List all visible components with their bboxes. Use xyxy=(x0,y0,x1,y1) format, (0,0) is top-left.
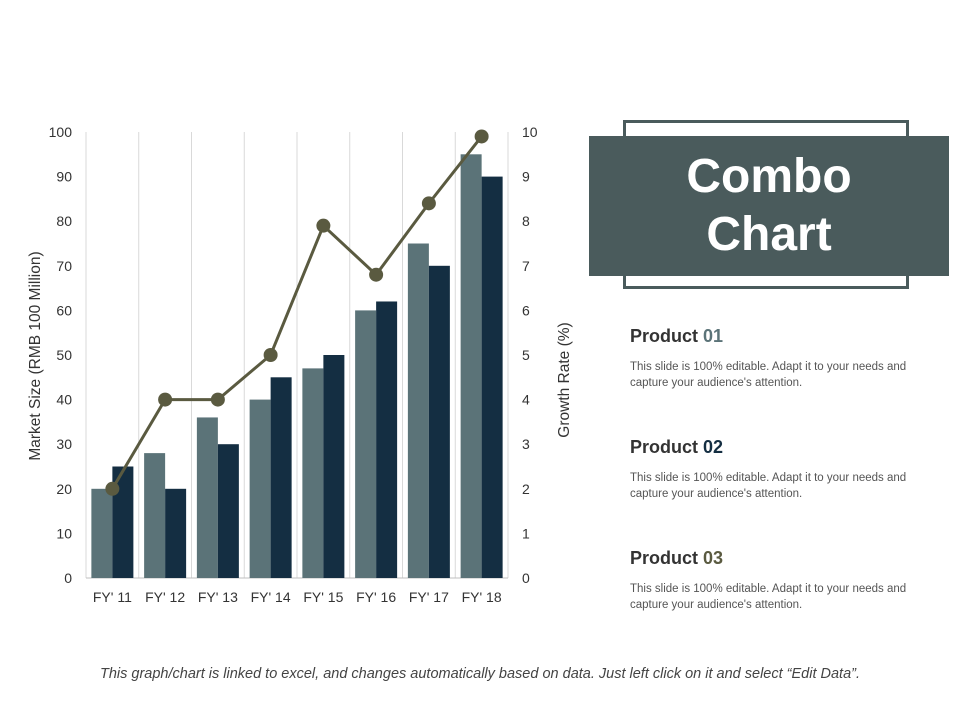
growth-rate-point xyxy=(263,348,278,362)
y-tick-label: 20 xyxy=(56,481,72,497)
y2-tick-label: 10 xyxy=(522,124,538,140)
product-1: Product 01 This slide is 100% editable. … xyxy=(630,326,930,391)
growth-rate-line xyxy=(111,135,483,490)
y-tick-label: 10 xyxy=(56,525,72,541)
product-1-title: Product 01 xyxy=(630,326,930,347)
y-tick-label: 0 xyxy=(64,570,72,586)
product-3: Product 03 This slide is 100% editable. … xyxy=(630,548,930,613)
y-tick-label: 40 xyxy=(56,392,72,408)
bar xyxy=(144,453,166,578)
product-2-name: Product xyxy=(630,437,699,457)
y2-axis-title: Growth Rate (%) xyxy=(556,322,573,437)
x-tick-label: FY' 11 xyxy=(93,589,132,605)
y2-tick-label: 6 xyxy=(522,302,530,318)
bar xyxy=(112,466,134,578)
combo-chart: 0 10 20 30 40 50 60 70 80 90 100 0 1 2 3 4 5 6 7 8 9 10 Market… xyxy=(27,124,573,605)
bar xyxy=(407,243,429,578)
x-tick-label: FY' 13 xyxy=(198,589,238,605)
bar xyxy=(376,301,398,578)
y-tick-label: 90 xyxy=(56,169,72,185)
title-line-2: Chart xyxy=(706,208,832,261)
y2-tick-label: 5 xyxy=(522,347,530,363)
bar xyxy=(428,265,450,578)
product-1-desc: This slide is 100% editable. Adapt it to… xyxy=(630,361,907,389)
bar xyxy=(460,154,482,579)
y-axis-title: Market Size (RMB 100 Million) xyxy=(27,251,44,460)
y-tick-label: 70 xyxy=(56,258,72,274)
y-tick-label: 30 xyxy=(56,436,72,452)
growth-rate-point xyxy=(369,267,384,282)
growth-rate-point xyxy=(421,196,436,211)
bar xyxy=(217,444,239,578)
y2-tick-label: 7 xyxy=(522,258,530,274)
bar xyxy=(249,399,271,578)
product-2-title: Product 02 xyxy=(630,437,930,458)
product-2-desc: This slide is 100% editable. Adapt it to… xyxy=(630,472,907,500)
y2-tick-label: 3 xyxy=(522,436,530,452)
x-tick-label: FY' 17 xyxy=(409,589,449,605)
y-tick-label: 60 xyxy=(56,302,72,318)
growth-rate-point xyxy=(210,392,225,407)
product-3-title: Product 03 xyxy=(630,548,930,569)
bar xyxy=(481,176,503,578)
bar xyxy=(196,417,218,578)
bar xyxy=(355,310,377,578)
growth-rate-point xyxy=(316,218,331,233)
title-line-1: Combo xyxy=(686,150,852,203)
growth-rate-point xyxy=(105,481,120,496)
bar xyxy=(302,368,324,578)
bar xyxy=(165,488,187,578)
x-tick-label: FY' 15 xyxy=(303,589,343,605)
y2-tick-label: 8 xyxy=(522,213,530,229)
product-1-number: 01 xyxy=(703,326,724,346)
bar xyxy=(91,488,113,578)
footer-note: This graph/chart is linked to excel, and… xyxy=(99,666,861,682)
product-2: Product 02 This slide is 100% editable. … xyxy=(630,437,930,502)
x-tick-label: FY' 12 xyxy=(145,589,185,605)
title-box: Combo Chart xyxy=(589,136,949,276)
product-3-name: Product xyxy=(630,548,699,568)
x-tick-label: FY' 16 xyxy=(356,589,396,605)
y2-tick-label: 2 xyxy=(522,481,530,497)
y2-tick-label: 4 xyxy=(522,392,530,408)
y-tick-label: 80 xyxy=(56,213,72,229)
x-tick-label: FY' 18 xyxy=(462,589,502,605)
bar xyxy=(270,377,292,578)
y-tick-label: 100 xyxy=(49,124,73,140)
y-tick-label: 50 xyxy=(56,347,72,363)
y2-tick-label: 0 xyxy=(522,570,530,586)
y2-tick-label: 9 xyxy=(522,169,530,185)
growth-rate-point xyxy=(474,129,489,144)
bar xyxy=(323,355,345,578)
growth-rate-point xyxy=(158,392,173,407)
product-3-desc: This slide is 100% editable. Adapt it to… xyxy=(630,583,907,611)
y2-tick-label: 1 xyxy=(522,525,530,541)
product-1-name: Product xyxy=(630,326,699,346)
product-2-number: 02 xyxy=(703,437,724,457)
x-tick-label: FY' 14 xyxy=(251,589,291,605)
product-3-number: 03 xyxy=(703,548,724,568)
